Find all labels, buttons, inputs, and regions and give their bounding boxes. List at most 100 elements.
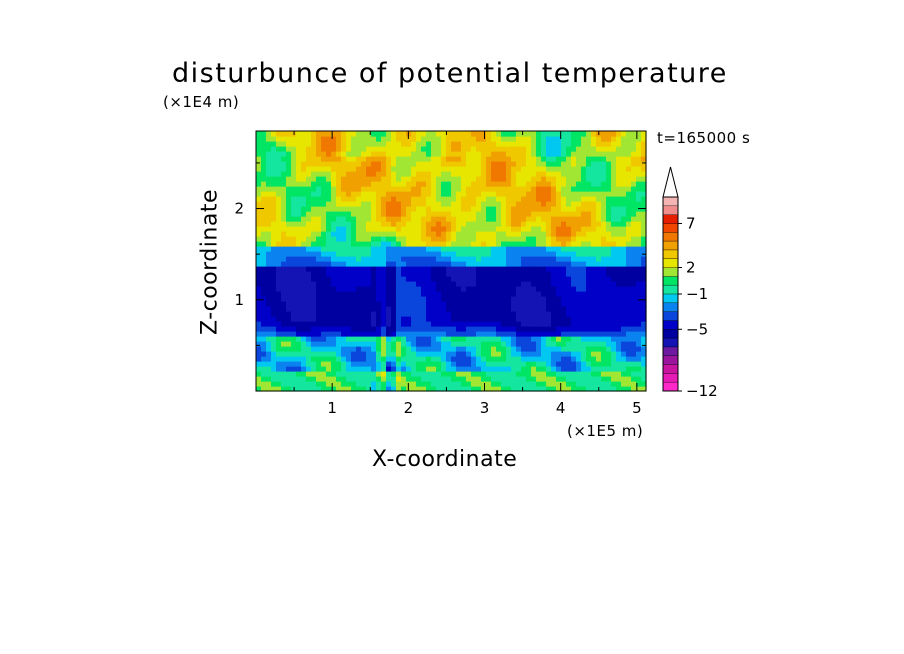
- field-cell: [341, 141, 347, 147]
- field-cell: [471, 386, 477, 392]
- field-cell: [571, 321, 577, 327]
- field-cell: [531, 291, 537, 297]
- field-cell: [456, 276, 462, 282]
- field-cell: [346, 361, 352, 367]
- field-cell: [411, 326, 417, 332]
- field-cell: [561, 366, 567, 372]
- field-cell: [481, 231, 487, 237]
- field-cell: [641, 301, 647, 307]
- field-cell: [641, 381, 647, 387]
- field-cell: [436, 296, 442, 302]
- field-cell: [621, 251, 627, 257]
- field-cell: [326, 281, 332, 287]
- field-cell: [606, 186, 612, 192]
- field-cell: [626, 236, 632, 242]
- field-cell: [601, 231, 607, 237]
- field-cell: [641, 316, 647, 322]
- field-cell: [276, 161, 282, 167]
- field-cell: [541, 196, 547, 202]
- field-cell: [281, 156, 287, 162]
- field-cell: [396, 291, 402, 297]
- field-cell: [481, 256, 487, 262]
- field-cell: [426, 151, 432, 157]
- field-cell: [616, 286, 622, 292]
- x-tick-label: 3: [480, 399, 490, 417]
- field-cell: [281, 136, 287, 142]
- field-cell: [301, 141, 307, 147]
- field-cell: [416, 386, 422, 392]
- field-cell: [331, 166, 337, 172]
- field-cell: [556, 271, 562, 277]
- field-cell: [591, 141, 597, 147]
- field-cell: [526, 336, 532, 342]
- field-cell: [631, 146, 637, 152]
- field-cell: [521, 166, 527, 172]
- field-cell: [311, 261, 317, 267]
- field-cell: [406, 316, 412, 322]
- field-cell: [436, 161, 442, 167]
- field-cell: [331, 336, 337, 342]
- field-cell: [391, 251, 397, 257]
- field-cell: [541, 151, 547, 157]
- field-cell: [431, 201, 437, 207]
- field-cell: [496, 376, 502, 382]
- field-cell: [401, 196, 407, 202]
- field-cell: [306, 321, 312, 327]
- field-cell: [381, 216, 387, 222]
- field-cell: [356, 356, 362, 362]
- field-cell: [481, 186, 487, 192]
- field-cell: [296, 351, 302, 357]
- field-cell: [376, 286, 382, 292]
- field-cell: [301, 261, 307, 267]
- field-cell: [446, 226, 452, 232]
- field-cell: [256, 141, 262, 147]
- field-cell: [491, 166, 497, 172]
- field-cell: [291, 241, 297, 247]
- field-cell: [531, 256, 537, 262]
- field-cell: [576, 291, 582, 297]
- field-cell: [616, 296, 622, 302]
- field-cell: [586, 191, 592, 197]
- field-cell: [416, 316, 422, 322]
- field-cell: [406, 231, 412, 237]
- field-cell: [516, 371, 522, 377]
- field-cell: [356, 211, 362, 217]
- field-cell: [526, 376, 532, 382]
- field-cell: [536, 381, 542, 387]
- field-cell: [396, 246, 402, 252]
- field-cell: [281, 276, 287, 282]
- field-cell: [426, 161, 432, 167]
- field-cell: [361, 381, 367, 387]
- field-cell: [376, 256, 382, 262]
- field-cell: [276, 191, 282, 197]
- field-cell: [456, 336, 462, 342]
- field-cell: [416, 216, 422, 222]
- field-cell: [316, 386, 322, 392]
- field-cell: [446, 191, 452, 197]
- field-cell: [256, 346, 262, 352]
- field-cell: [411, 196, 417, 202]
- field-cell: [286, 251, 292, 257]
- field-cell: [476, 301, 482, 307]
- field-cell: [546, 311, 552, 317]
- field-cell: [546, 196, 552, 202]
- field-cell: [636, 351, 642, 357]
- field-cell: [411, 136, 417, 142]
- field-cell: [466, 156, 472, 162]
- field-cell: [416, 196, 422, 202]
- field-cell: [491, 376, 497, 382]
- field-cell: [366, 136, 372, 142]
- field-cell: [381, 221, 387, 227]
- field-cell: [281, 221, 287, 227]
- field-cell: [331, 351, 337, 357]
- field-cell: [356, 156, 362, 162]
- field-cell: [451, 191, 457, 197]
- field-cell: [511, 351, 517, 357]
- field-cell: [481, 171, 487, 177]
- field-cell: [411, 256, 417, 262]
- field-cell: [511, 206, 517, 212]
- field-cell: [256, 166, 262, 172]
- field-cell: [281, 281, 287, 287]
- field-cell: [306, 286, 312, 292]
- field-cell: [496, 326, 502, 332]
